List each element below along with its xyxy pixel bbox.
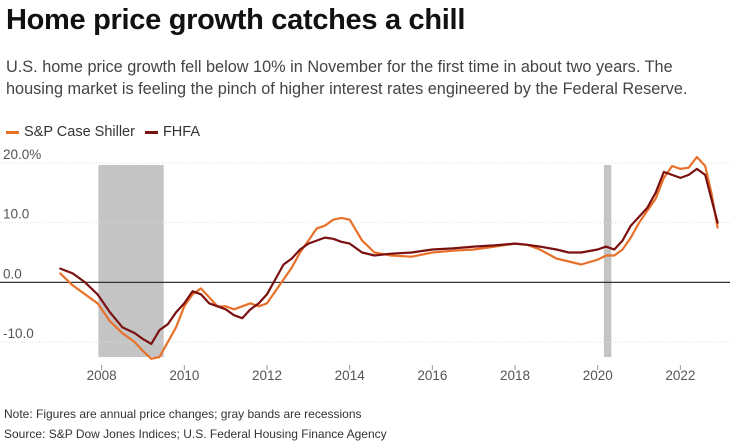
recession-band-1 <box>603 165 612 358</box>
x-tick-label: 2016 <box>417 368 447 383</box>
y-tick-label: 10.0 <box>3 207 29 222</box>
legend-item-case-shiller: S&P Case Shiller <box>6 124 135 140</box>
x-tick-label: 2008 <box>87 368 117 383</box>
x-tick-label: 2020 <box>583 368 613 383</box>
x-tick-label: 2014 <box>335 368 366 383</box>
recession-band-0 <box>98 165 164 358</box>
legend: S&P Case Shiller FHFA <box>6 124 210 140</box>
y-tick-label: 20.0% <box>3 147 41 162</box>
x-tick-label: 2022 <box>665 368 695 383</box>
chart-title: Home price growth catches a chill <box>6 4 466 36</box>
x-tick-label: 2018 <box>500 368 530 383</box>
recession-bands <box>98 165 612 358</box>
series-lines <box>59 155 719 360</box>
chart-subtitle: U.S. home price growth fell below 10% in… <box>6 58 688 98</box>
series-line-fhfa <box>59 167 719 345</box>
x-tick-label: 2012 <box>252 368 282 383</box>
chart-note: Note: Figures are annual price changes; … <box>4 407 362 421</box>
legend-item-fhfa: FHFA <box>144 124 201 140</box>
legend-label-case-shiller: S&P Case Shiller <box>24 124 135 140</box>
x-tick-label: 2010 <box>169 368 199 383</box>
y-tick-label: -10.0 <box>3 326 34 341</box>
y-axis-ticks: -10.0 0.0 10.0 20.0% <box>3 147 41 341</box>
legend-swatch-case-shiller <box>6 130 19 134</box>
gridlines <box>0 162 730 343</box>
legend-swatch-fhfa <box>144 130 158 134</box>
x-axis-ticks: 2008 2010 2012 2014 2016 2018 2020 2022 <box>87 365 695 383</box>
chart-source: Source: S&P Dow Jones Indices; U.S. Fede… <box>4 427 387 441</box>
legend-label-fhfa: FHFA <box>162 124 201 140</box>
series-line-case-shiller <box>59 155 719 360</box>
y-tick-label: 0.0 <box>3 266 22 281</box>
